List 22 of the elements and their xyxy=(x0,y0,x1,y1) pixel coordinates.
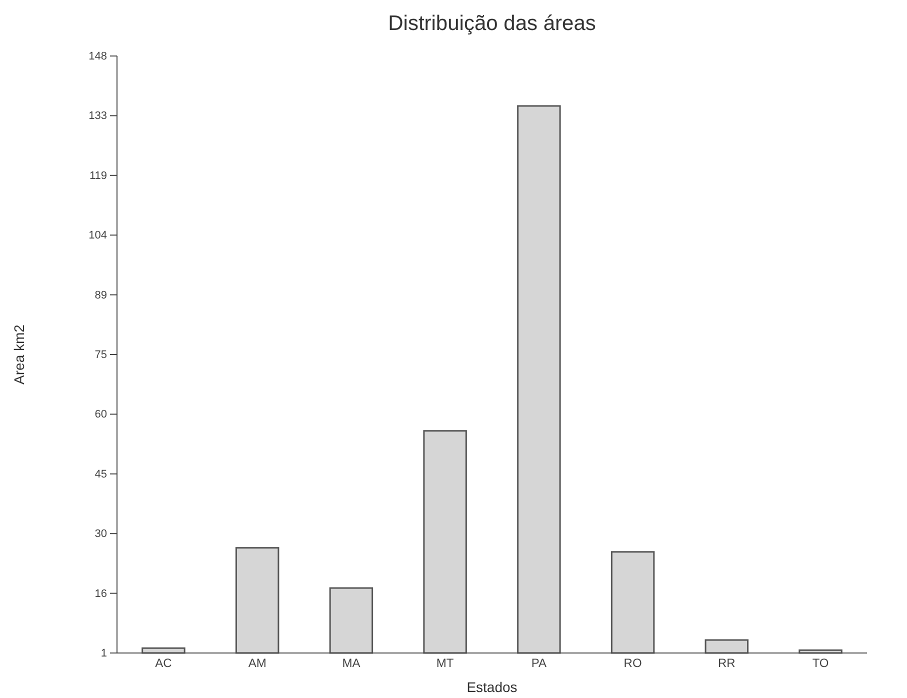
y-tick-label: 60 xyxy=(94,408,107,421)
chart-title: Distribuição das áreas xyxy=(388,12,596,35)
y-tick-label: 30 xyxy=(94,528,107,540)
x-tick-label: MT xyxy=(436,656,454,670)
y-tick-label: 119 xyxy=(89,170,107,182)
y-axis-title: Area km2 xyxy=(11,324,27,384)
x-axis-title: Estados xyxy=(466,679,518,695)
y-tick-label: 1 xyxy=(100,648,107,660)
x-tick-label: RO xyxy=(624,656,642,670)
y-tick-label: 89 xyxy=(94,289,107,302)
x-tick-label: AM xyxy=(248,656,266,670)
x-tick-label: TO xyxy=(812,656,829,670)
x-tick-label: RR xyxy=(718,656,736,670)
x-tick-label: AC xyxy=(155,656,172,670)
y-tick-label: 104 xyxy=(88,230,107,242)
x-tick-label: PA xyxy=(531,656,546,670)
y-tick-label: 148 xyxy=(88,50,107,63)
x-tick-label: MA xyxy=(342,656,360,670)
y-tick-label: 45 xyxy=(94,468,107,480)
y-tick-label: 75 xyxy=(94,349,107,362)
y-tick-label: 16 xyxy=(94,588,107,600)
y-tick-label: 133 xyxy=(88,110,107,122)
